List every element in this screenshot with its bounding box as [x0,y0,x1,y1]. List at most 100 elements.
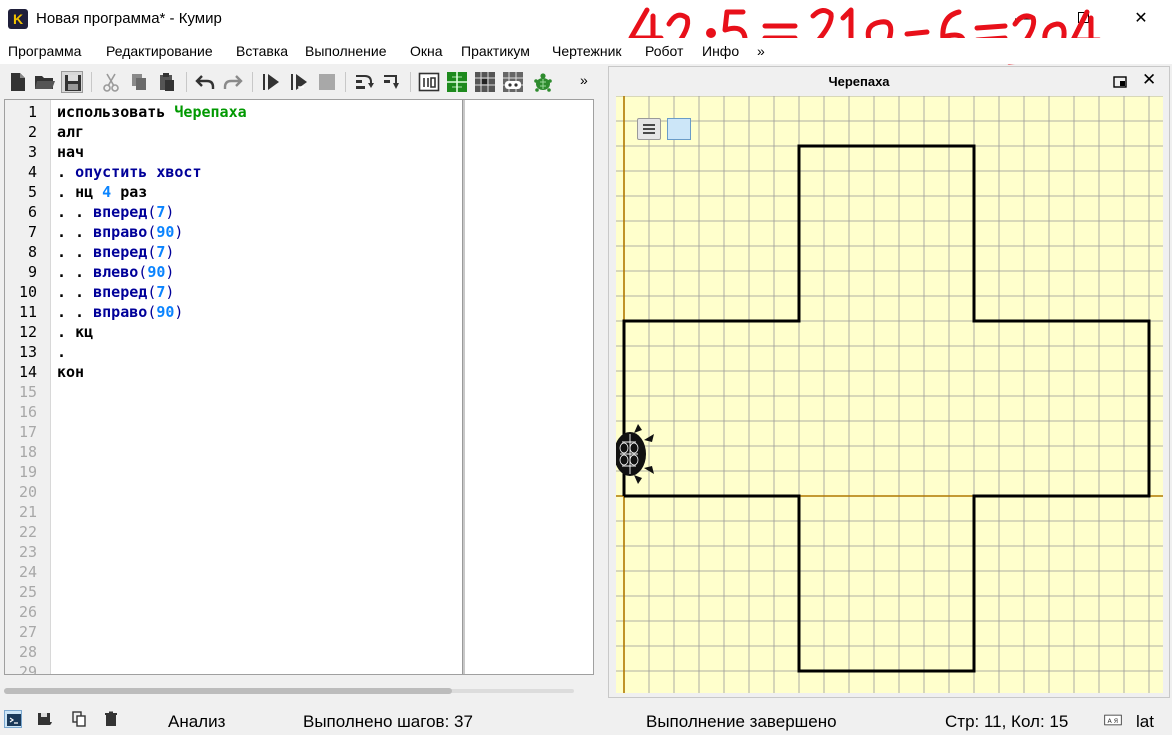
undock-button[interactable] [1113,75,1127,88]
code-token: вправо [93,303,148,321]
code-token: ( [147,243,157,261]
step-over-icon [356,75,374,89]
line-number: 8 [27,243,37,261]
code-token: . . [57,263,94,281]
code-token: 7 [156,203,166,221]
code-line[interactable]: . . вправо(90) [57,222,183,242]
line-number: 3 [27,143,37,161]
robot-button[interactable] [474,71,496,93]
minimize-button[interactable]: — [1015,10,1031,27]
save-output-button[interactable] [36,710,54,728]
menu-overflow[interactable]: » [757,43,765,59]
line-number: 16 [18,403,37,421]
menu-run[interactable]: Выполнение [305,43,387,59]
turtle-color-button[interactable] [667,118,691,140]
step-into-button[interactable] [381,71,403,93]
redo-button[interactable] [222,71,244,93]
window-title: Новая программа* - Кумир [36,10,222,27]
code-token: нач [57,143,85,161]
code-line[interactable]: алг [57,122,84,142]
menu-robot[interactable]: Робот [645,43,684,59]
title-bar: K Новая программа* - Кумир — ✕ [0,0,1172,38]
run-button[interactable] [260,71,282,93]
stop-button[interactable] [316,71,338,93]
counter-button[interactable] [418,71,440,93]
turtle-panel-close-button[interactable]: ✕ [1142,70,1157,89]
redo-icon [223,75,243,89]
keyboard-layout-label[interactable]: lat [1136,712,1154,731]
code-line[interactable]: . . вперед(7) [57,202,174,222]
clear-output-button[interactable] [102,710,120,728]
code-line[interactable]: . . вперед(7) [57,242,174,262]
code-line[interactable]: . кц [57,322,93,342]
code-area[interactable]: использовать Черепаха алг нач. опустить хв… [57,100,461,674]
line-number: 22 [18,523,37,541]
save-button[interactable] [61,71,83,93]
menu-insert[interactable]: Вставка [236,43,289,59]
menu-drawer[interactable]: Чертежник [552,43,622,59]
paste-button[interactable] [156,71,178,93]
undo-button[interactable] [194,71,216,93]
undock-icon [1113,76,1127,88]
new-file-button[interactable] [7,71,29,93]
copy-button[interactable] [128,71,150,93]
code-line[interactable]: кон [57,362,84,382]
open-file-button[interactable] [34,71,56,93]
turtle-canvas[interactable] [616,96,1163,693]
code-line[interactable]: . . вправо(90) [57,302,183,322]
turtle-panel: Черепаха ✕ [608,66,1170,698]
drawer-button[interactable] [446,71,468,93]
toolbar-separator [252,72,253,92]
cut-button[interactable] [100,71,122,93]
code-token: алг [57,123,85,141]
step-over-button[interactable] [353,71,375,93]
menu-program[interactable]: Программа [8,43,82,59]
code-line[interactable]: . . влево(90) [57,262,174,282]
save-icon [65,75,81,91]
code-line[interactable]: . опустить хвост [57,162,202,182]
menu-bar: Программа Редактирование Вставка Выполне… [0,38,1172,64]
toolbar-overflow-button[interactable]: » [580,72,588,88]
status-state: Выполнение завершено [646,712,837,731]
code-line[interactable]: . . вперед(7) [57,282,174,302]
turtle-menu-button[interactable] [637,118,661,140]
code-token: вперед [93,243,148,261]
turtle-sprite [616,424,654,484]
code-token: . [57,343,67,361]
game-button[interactable] [502,71,524,93]
menu-edit[interactable]: Редактирование [106,43,213,59]
menu-info[interactable]: Инфо [702,43,740,59]
copy-output-button[interactable] [70,710,88,728]
line-number: 21 [18,503,37,521]
menu-practicum[interactable]: Практикум [461,43,530,59]
code-line[interactable]: использовать Черепаха [57,102,247,122]
scrollbar-thumb[interactable] [4,688,452,694]
status-bar: Анализ Выполнено шагов: 37 Выполнение за… [0,703,1172,735]
code-line[interactable]: . нц 4 раз [57,182,147,202]
margin-splitter[interactable] [462,100,465,674]
code-token: . . [57,203,94,221]
step-run-button[interactable] [288,71,310,93]
code-token: . . [57,243,94,261]
line-number: 6 [27,203,37,221]
robot-icon [475,72,495,92]
line-number: 10 [18,283,37,301]
editor-horizontal-scrollbar[interactable] [4,687,594,695]
line-number: 29 [18,663,37,675]
line-number: 26 [18,603,37,621]
close-button[interactable]: ✕ [1134,10,1148,27]
line-number: 14 [18,363,37,381]
code-line[interactable]: . [57,342,66,362]
code-line[interactable]: нач [57,142,84,162]
console-toggle-button[interactable] [4,710,22,728]
turtle-button[interactable] [532,71,554,93]
code-token: ) [165,203,175,221]
copy-output-icon [72,711,86,727]
status-mode: Анализ [168,712,226,731]
maximize-icon [1077,12,1089,23]
maximize-button[interactable] [1060,4,1106,34]
code-editor[interactable]: 1 2 3 4 5 6 7 8 9 10 11 12 13 14 15 16 17 18 19 20 21 22 23 24 2… [4,99,594,675]
menu-windows[interactable]: Окна [410,43,443,59]
